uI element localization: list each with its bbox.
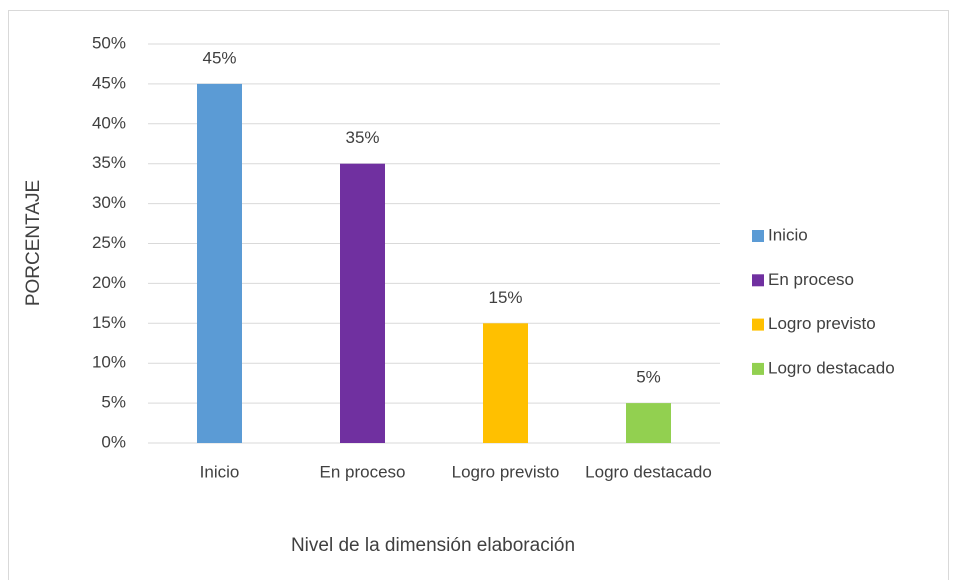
- y-tick-label: 35%: [92, 153, 126, 172]
- x-tick-label: Logro destacado: [585, 462, 712, 481]
- legend-label: En proceso: [768, 270, 854, 289]
- legend-swatch: [752, 230, 764, 242]
- y-tick-label: 15%: [92, 313, 126, 332]
- y-tick-label: 20%: [92, 273, 126, 292]
- x-axis-title: Nivel de la dimensión elaboración: [291, 535, 575, 556]
- x-tick-label: Inicio: [200, 462, 240, 481]
- chart-frame: [8, 10, 949, 580]
- y-tick-label: 10%: [92, 353, 126, 372]
- y-tick-label: 45%: [92, 73, 126, 92]
- legend-swatch: [752, 274, 764, 287]
- bar: [197, 83, 242, 444]
- x-tick-label: Logro previsto: [452, 462, 560, 481]
- data-label: 15%: [488, 288, 522, 307]
- y-tick-label: 30%: [92, 193, 126, 212]
- y-tick-label: 25%: [92, 233, 126, 252]
- legend-label: Inicio: [768, 225, 808, 244]
- bar: [626, 403, 671, 443]
- y-tick-label: 0%: [101, 432, 126, 451]
- legend-label: Logro previsto: [768, 314, 876, 333]
- data-label: 5%: [636, 368, 661, 387]
- y-tick-label: 5%: [101, 393, 126, 412]
- data-label: 35%: [345, 128, 379, 147]
- bar: [340, 163, 385, 443]
- data-label: 45%: [202, 48, 236, 67]
- legend-label: Logro destacado: [768, 358, 895, 377]
- x-tick-label: En proceso: [320, 462, 406, 481]
- y-tick-label: 40%: [92, 113, 126, 132]
- y-tick-label: 50%: [92, 33, 126, 52]
- bar: [483, 323, 528, 443]
- legend-swatch: [752, 362, 764, 375]
- y-axis-title: PORCENTAJE: [23, 180, 44, 306]
- legend-swatch: [752, 318, 764, 331]
